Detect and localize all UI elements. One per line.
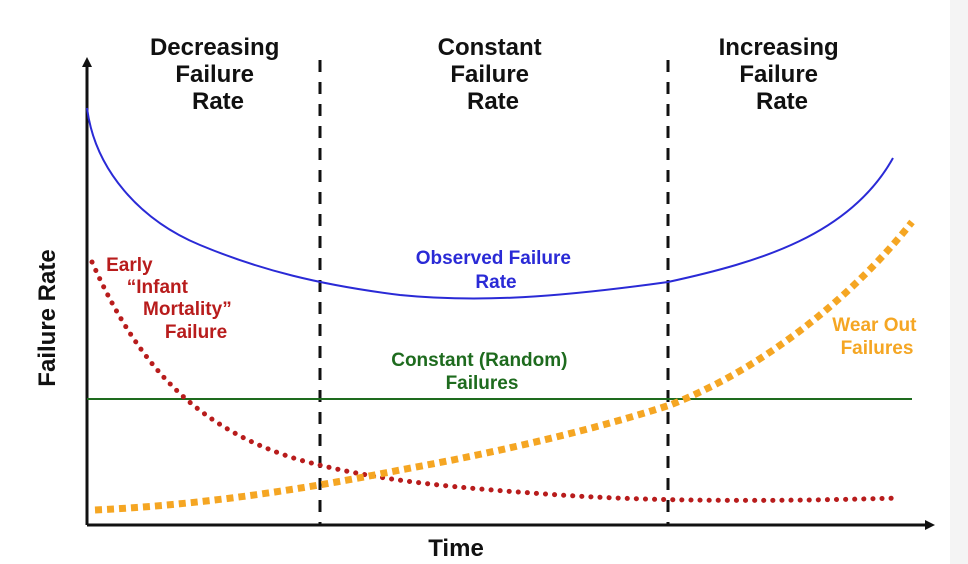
infant-mortality-curve [89, 259, 903, 503]
infant-label-line: Early [106, 255, 153, 276]
region-title-constant: Constant Failure Rate [438, 34, 549, 115]
region-title-line: Failure [739, 61, 818, 88]
right-edge-strip [950, 0, 968, 564]
region-title-line: Failure [450, 61, 529, 88]
region-title-line: Rate [192, 88, 244, 115]
region-title-line: Decreasing [150, 34, 279, 61]
wear-out-label: Wear Out Failures [832, 315, 921, 359]
wear-out-label-line: Failures [841, 338, 914, 359]
constant-label-line: Failures [446, 373, 519, 394]
infant-label-line: “Infant [127, 277, 189, 298]
y-axis-label: Failure Rate [34, 249, 61, 386]
infant-label-line: Mortality” [143, 299, 232, 320]
infant-label-line: Failure [165, 322, 227, 343]
observed-failure-label: Observed Failure Rate [416, 248, 577, 293]
constant-label-line: Constant (Random) [391, 350, 567, 371]
wear-out-label-line: Wear Out [832, 315, 917, 336]
observed-label-line: Observed Failure [416, 248, 571, 269]
observed-failure-curve [86, 107, 894, 300]
region-title-line: Rate [467, 88, 519, 115]
region-title-line: Increasing [719, 34, 839, 61]
constant-failure-label: Constant (Random) Failures [391, 350, 573, 394]
region-title-decreasing: Decreasing Failure Rate [150, 34, 286, 115]
region-title-increasing: Increasing Failure Rate [719, 34, 846, 115]
x-axis-label: Time [428, 535, 484, 562]
wear-out-curve [94, 219, 915, 514]
infant-mortality-label: Early “Infant Mortality” Failure [106, 255, 237, 343]
region-title-line: Rate [756, 88, 808, 115]
region-title-line: Constant [438, 34, 542, 61]
observed-label-line: Rate [475, 272, 516, 293]
region-title-line: Failure [175, 61, 254, 88]
